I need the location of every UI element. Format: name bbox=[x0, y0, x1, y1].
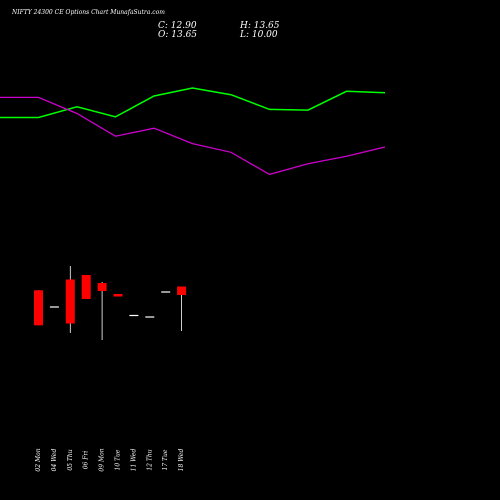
chart-title: NIFTY 24300 CE Options Chart MunafaSutra… bbox=[12, 9, 165, 16]
candle-body bbox=[65, 279, 75, 324]
date-tick-label: 11 Wed bbox=[130, 449, 137, 472]
upper-indicator-line bbox=[0, 87, 386, 119]
date-tick-label: 10 Tue bbox=[115, 449, 122, 470]
candle-body bbox=[34, 290, 43, 326]
date-tick-label: 18 Wed bbox=[178, 449, 185, 472]
lower-indicator-line bbox=[0, 96, 386, 176]
date-tick-label: 09 Mon bbox=[99, 448, 106, 471]
date-tick-label: 04 Wed bbox=[51, 449, 58, 472]
date-tick-label: 05 Thu bbox=[67, 449, 74, 470]
candle-body bbox=[81, 275, 91, 299]
date-tick-label: 12 Thu bbox=[146, 449, 153, 470]
open-value: O: 13.65 bbox=[158, 30, 198, 40]
candle-body bbox=[97, 283, 107, 291]
candle-body bbox=[177, 286, 187, 295]
date-tick-label: 17 Tue bbox=[162, 449, 169, 470]
date-tick-label: 02 Mon bbox=[35, 448, 42, 471]
candle-body bbox=[113, 294, 123, 297]
close-value: C: 12.90 bbox=[158, 21, 197, 31]
low-value: L: 10.00 bbox=[240, 30, 278, 40]
high-value: H: 13.65 bbox=[240, 21, 280, 31]
date-tick-label: 06 Fri bbox=[83, 451, 90, 470]
